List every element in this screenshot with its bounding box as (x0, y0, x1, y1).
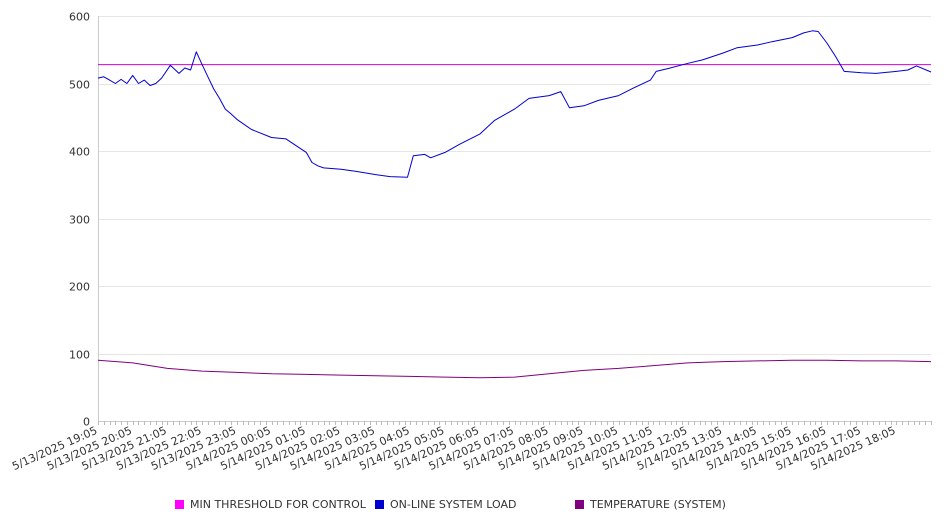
legend-swatch-min-threshold (175, 500, 184, 509)
legend-item-system-load[interactable]: ON-LINE SYSTEM LOAD (375, 498, 516, 511)
axes (98, 16, 932, 425)
x-axis-ticks: 5/13/2025 19:055/13/2025 20:055/13/2025 … (10, 424, 897, 473)
legend: MIN THRESHOLD FOR CONTROL ON-LINE SYSTEM… (175, 498, 875, 514)
series-lines (97, 30, 932, 379)
legend-item-min-threshold[interactable]: MIN THRESHOLD FOR CONTROL (175, 498, 366, 511)
y-tick-label: 300 (69, 214, 90, 227)
system-load-line (97, 30, 932, 178)
legend-swatch-system-load (375, 500, 384, 509)
y-tick-label: 200 (69, 281, 90, 294)
temperature-line (97, 359, 932, 379)
legend-label-system-load: ON-LINE SYSTEM LOAD (390, 498, 517, 511)
legend-label-temperature: TEMPERATURE (SYSTEM) (590, 498, 726, 511)
legend-swatch-temperature (575, 500, 584, 509)
gridlines (98, 16, 931, 355)
legend-item-temperature[interactable]: TEMPERATURE (SYSTEM) (575, 498, 726, 511)
y-tick-label: 600 (69, 11, 90, 24)
y-tick-label: 100 (69, 349, 90, 362)
y-tick-label: 0 (83, 416, 90, 429)
y-tick-label: 400 (69, 146, 90, 159)
y-axis-ticks: 0 100 200 300 400 500 600 (69, 11, 90, 429)
legend-label-min-threshold: MIN THRESHOLD FOR CONTROL (190, 498, 366, 511)
y-tick-label: 500 (69, 79, 90, 92)
